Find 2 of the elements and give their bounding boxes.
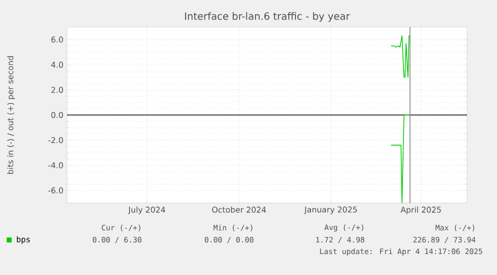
line-series xyxy=(390,35,410,78)
chart-title: Interface br-lan.6 traffic - by year xyxy=(185,12,350,22)
